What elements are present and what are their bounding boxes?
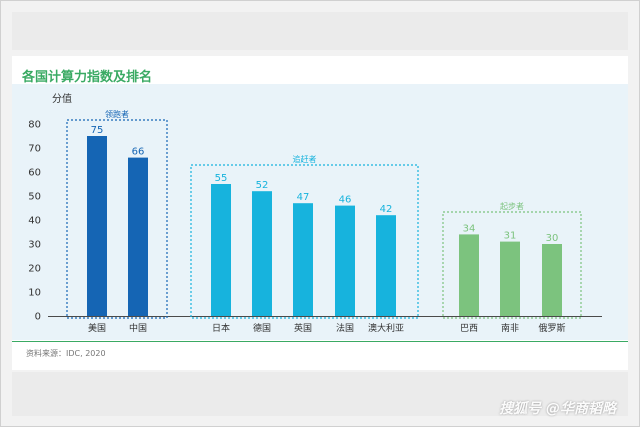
value-label: 47 (297, 192, 310, 203)
chart-title: 各国计算力指数及排名 (22, 70, 153, 85)
y-tick-label: 30 (28, 240, 41, 251)
category-label: 法国 (336, 322, 354, 334)
category-label: 俄罗斯 (538, 322, 565, 334)
bar (542, 244, 562, 316)
source-divider (12, 341, 628, 342)
category-label: 德国 (253, 322, 271, 334)
group-box (442, 211, 582, 319)
group-box (66, 119, 168, 319)
watermark: 搜狐号 @华商韬略 (499, 401, 616, 417)
bar (211, 184, 231, 316)
value-label: 75 (91, 125, 104, 136)
bar (87, 136, 107, 316)
value-label: 66 (132, 147, 145, 158)
value-label: 42 (380, 204, 393, 215)
y-tick-label: 20 (28, 264, 41, 275)
value-label: 46 (339, 195, 352, 206)
value-label: 34 (463, 223, 476, 234)
category-label: 英国 (294, 322, 312, 334)
value-label: 52 (256, 180, 269, 191)
bar (252, 191, 272, 316)
top-band (12, 12, 628, 50)
bar (459, 234, 479, 316)
category-label: 美国 (88, 322, 106, 334)
y-tick-label: 10 (28, 288, 41, 299)
value-label: 30 (546, 233, 559, 244)
category-label: 南非 (501, 322, 519, 334)
group-label: 追赶者 (293, 154, 317, 164)
category-label: 日本 (212, 322, 230, 334)
group-label: 起步者 (500, 202, 524, 211)
value-label: 55 (215, 173, 228, 184)
category-label: 澳大利亚 (368, 322, 404, 334)
bar (128, 157, 148, 316)
bottom-band (12, 372, 628, 416)
bar (293, 203, 313, 316)
category-label: 巴西 (460, 323, 478, 334)
y-tick-label: 50 (28, 192, 41, 203)
group-label: 领跑者 (105, 109, 129, 119)
y-tick-label: 80 (28, 120, 41, 131)
source-note: 资料来源：IDC, 2020 (26, 349, 106, 358)
y-tick-label: 40 (28, 216, 41, 227)
bar (376, 215, 396, 316)
category-label: 中国 (129, 322, 147, 334)
group-box (190, 164, 419, 319)
y-axis-label: 分值 (52, 92, 72, 105)
y-tick-label: 70 (28, 144, 41, 155)
y-tick-label: 0 (35, 312, 41, 323)
value-label: 31 (504, 231, 517, 242)
y-tick-label: 60 (28, 168, 41, 179)
chart-area (12, 84, 628, 340)
bar (335, 205, 355, 316)
bar (500, 241, 520, 316)
